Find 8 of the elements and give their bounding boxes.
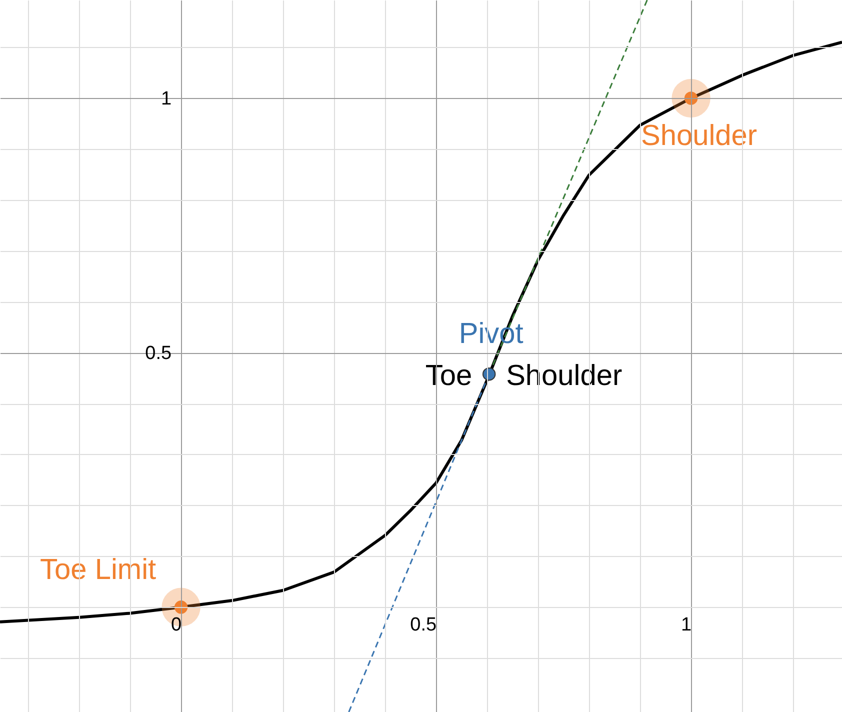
series-label: Shoulder <box>640 120 758 152</box>
point <box>482 367 496 381</box>
series-label: Toe Limit <box>40 554 156 586</box>
x-tick-label: 0.5 <box>410 614 437 636</box>
annotation: Toe <box>425 360 472 392</box>
annotation: Shoulder <box>506 360 623 392</box>
x-tick-label: 1 <box>680 614 692 636</box>
x-tick-label: 0 <box>170 614 182 636</box>
